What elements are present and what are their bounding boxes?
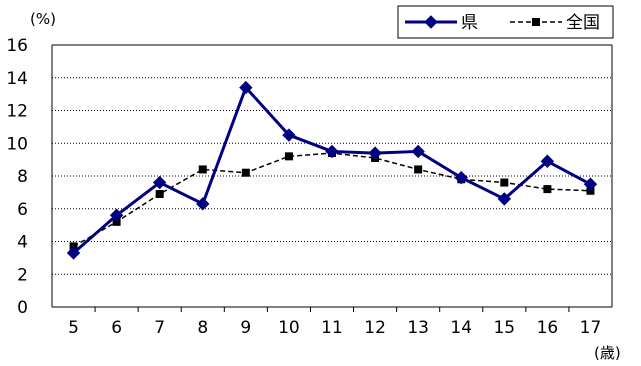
data-point-square	[543, 185, 552, 194]
x-axis-tick-labels: 5 6 7 8 9 10 11 12 13 14 15 16 17	[68, 318, 601, 338]
data-point-diamond	[66, 246, 81, 260]
legend: 県 全国	[397, 5, 614, 39]
x-tick-label: 6	[111, 318, 122, 338]
data-point-diamond	[282, 128, 296, 142]
legend-label: 県	[461, 13, 478, 33]
series-layer	[66, 80, 598, 260]
y-tick-label: 4	[17, 233, 28, 253]
data-point-diamond	[325, 144, 339, 159]
y-tick-label: 14	[6, 69, 28, 89]
y-tick-label: 2	[17, 265, 28, 285]
y-tick-label: 10	[6, 134, 28, 154]
x-tick-label: 11	[321, 318, 343, 338]
x-tick-label: 13	[407, 318, 429, 338]
x-tick-label: 10	[278, 318, 300, 338]
data-point-diamond	[454, 170, 468, 185]
series-1	[69, 149, 595, 251]
series-line	[73, 152, 591, 248]
data-point-diamond	[411, 144, 425, 159]
series-line	[72, 86, 592, 255]
x-tick-label: 8	[197, 318, 208, 338]
x-tick-label: 7	[154, 318, 165, 338]
y-tick-label: 16	[6, 36, 28, 56]
y-axis-tick-labels: 0 2 4 6 8 10 12 14 16	[6, 36, 28, 318]
data-point-diamond	[109, 208, 124, 223]
data-point-square	[500, 178, 509, 187]
y-tick-label: 6	[17, 200, 28, 220]
x-tick-label: 17	[580, 318, 602, 338]
data-point-diamond	[497, 192, 512, 206]
y-axis-unit-label: (%)	[30, 10, 56, 28]
data-point-diamond	[196, 197, 210, 211]
axes	[51, 44, 613, 312]
data-point-square	[198, 165, 207, 174]
series-0	[66, 80, 598, 260]
x-tick-label: 15	[493, 318, 515, 338]
y-tick-label: 12	[6, 102, 28, 122]
x-axis-unit-label: (歳)	[594, 344, 621, 362]
data-point-square	[241, 168, 250, 177]
x-tick-label: 14	[450, 318, 472, 338]
legend-label: 全国	[566, 13, 600, 33]
x-tick-label: 16	[537, 318, 559, 338]
data-point-square	[414, 165, 423, 174]
data-point-diamond	[424, 15, 438, 29]
data-point-square	[284, 152, 293, 161]
y-tick-label: 8	[17, 167, 28, 187]
data-point-square	[155, 190, 164, 199]
data-point-diamond	[152, 175, 167, 190]
x-tick-label: 9	[240, 318, 251, 338]
data-point-diamond	[368, 146, 382, 160]
data-point-square	[532, 18, 540, 26]
y-tick-label: 0	[17, 298, 28, 318]
x-tick-label: 12	[364, 318, 386, 338]
data-point-diamond	[239, 80, 253, 95]
data-point-diamond	[540, 154, 555, 168]
x-tick-label: 5	[68, 318, 79, 338]
gridlines	[52, 44, 612, 275]
data-point-diamond	[583, 177, 598, 191]
